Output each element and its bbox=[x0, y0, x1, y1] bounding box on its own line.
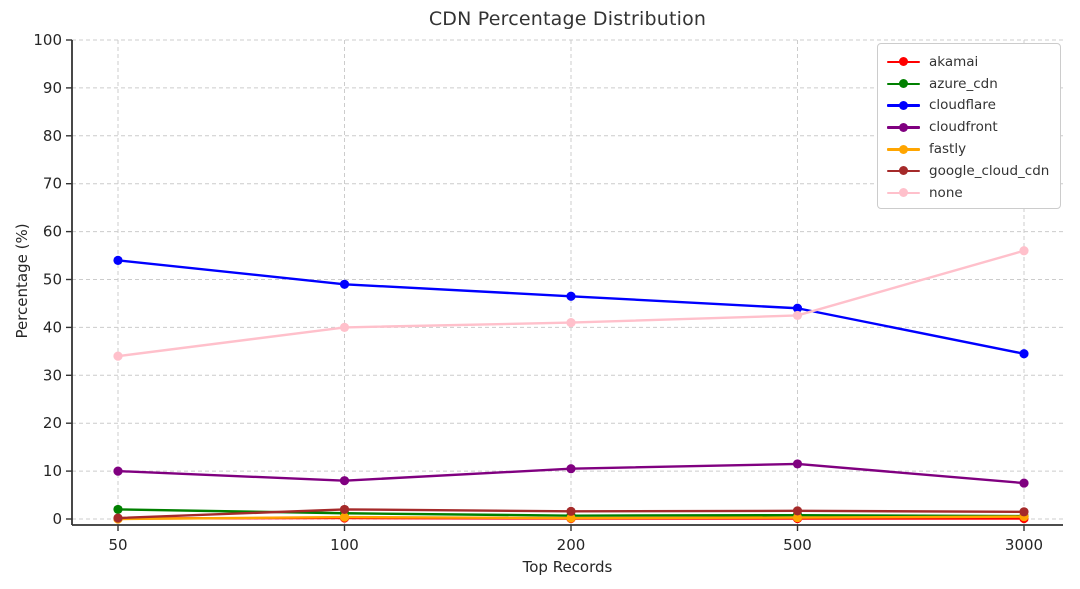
legend-item-azure_cdn: azure_cdn bbox=[887, 73, 1060, 95]
legend-marker-icon bbox=[887, 121, 920, 133]
data-point-cloudflare bbox=[792, 303, 803, 313]
y-tick-label: 70 bbox=[43, 175, 62, 193]
legend-item-none: none bbox=[887, 182, 1060, 204]
legend-marker-icon bbox=[887, 165, 920, 177]
legend: akamai azure_cdn cloudflare cloudfront fastl… bbox=[877, 43, 1061, 209]
legend-label: akamai bbox=[929, 53, 979, 70]
data-point-none bbox=[113, 351, 123, 361]
legend-item-cloudflare: cloudflare bbox=[887, 95, 1060, 117]
data-point-none bbox=[1019, 246, 1029, 256]
legend-marker-icon bbox=[887, 99, 920, 111]
chart-title: CDN Percentage Distribution bbox=[428, 8, 707, 30]
x-tick-label: 200 bbox=[557, 536, 586, 554]
data-point-cloudflare bbox=[1019, 349, 1029, 359]
data-point-google_cloud_cdn bbox=[566, 506, 576, 516]
x-tick-label: 3000 bbox=[1005, 536, 1043, 554]
data-point-fastly bbox=[339, 512, 350, 522]
data-point-google_cloud_cdn bbox=[1019, 507, 1029, 517]
legend-item-google_cloud_cdn: google_cloud_cdn bbox=[887, 160, 1060, 182]
y-tick-label: 20 bbox=[43, 414, 62, 432]
data-point-cloudfront bbox=[566, 464, 576, 474]
x-tick-label: 500 bbox=[783, 536, 812, 554]
y-tick-label: 10 bbox=[43, 462, 62, 480]
y-tick-label: 60 bbox=[43, 223, 62, 241]
legend-item-cloudfront: cloudfront bbox=[887, 116, 1060, 138]
y-tick-label: 80 bbox=[43, 127, 62, 145]
data-point-none bbox=[566, 318, 576, 328]
legend-label: cloudfront bbox=[929, 119, 998, 136]
x-axis-label: Top Records bbox=[522, 558, 613, 576]
data-point-cloudfront bbox=[339, 476, 350, 486]
legend-marker-icon bbox=[887, 78, 920, 90]
y-tick-label: 100 bbox=[33, 31, 62, 49]
data-point-cloudfront bbox=[113, 466, 123, 476]
data-point-none bbox=[792, 310, 803, 321]
legend-label: cloudflare bbox=[929, 97, 996, 114]
data-point-fastly bbox=[792, 512, 803, 523]
legend-item-fastly: fastly bbox=[887, 138, 1060, 160]
y-tick-label: 50 bbox=[43, 271, 62, 289]
data-point-google_cloud_cdn bbox=[792, 506, 803, 516]
y-axis-label: Percentage (%) bbox=[13, 223, 31, 339]
y-tick-label: 40 bbox=[43, 318, 62, 336]
legend-marker-icon bbox=[887, 187, 920, 199]
y-tick-label: 90 bbox=[43, 79, 62, 97]
legend-marker-icon bbox=[887, 56, 920, 68]
data-point-cloudflare bbox=[566, 291, 576, 301]
legend-label: google_cloud_cdn bbox=[929, 162, 1050, 179]
legend-item-akamai: akamai bbox=[887, 51, 1060, 73]
data-point-fastly bbox=[566, 513, 576, 523]
legend-marker-icon bbox=[887, 143, 920, 155]
y-tick-label: 0 bbox=[52, 510, 62, 528]
data-point-azure_cdn bbox=[113, 504, 123, 515]
data-point-cloudflare bbox=[339, 279, 350, 289]
data-point-none bbox=[339, 322, 350, 332]
legend-label: azure_cdn bbox=[929, 75, 998, 92]
legend-label: fastly bbox=[929, 141, 967, 158]
data-point-google_cloud_cdn bbox=[113, 513, 123, 523]
data-point-cloudfront bbox=[1019, 478, 1029, 488]
data-point-cloudflare bbox=[113, 255, 123, 265]
y-tick-label: 30 bbox=[43, 366, 62, 384]
data-point-cloudfront bbox=[792, 459, 803, 469]
x-tick-label: 50 bbox=[108, 536, 127, 554]
x-tick-label: 100 bbox=[330, 536, 359, 554]
data-point-google_cloud_cdn bbox=[339, 504, 350, 515]
legend-label: none bbox=[929, 184, 963, 201]
